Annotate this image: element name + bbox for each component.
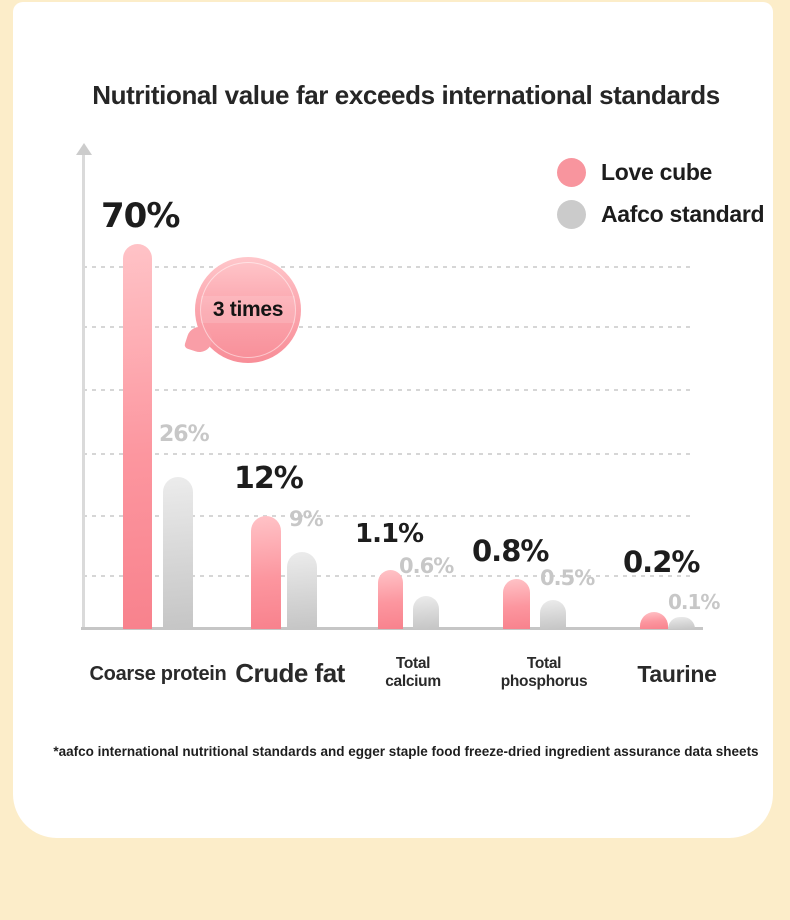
category-label-taurine: Taurine	[637, 661, 717, 687]
value-label-love-cube-crude-fat: 12%	[234, 461, 304, 496]
legend-label-aafco-standard: Aafco standard	[601, 201, 765, 227]
bar-love-cube-crude-fat	[251, 516, 281, 629]
value-label-aafco-standard-crude-fat: 9%	[289, 507, 324, 531]
value-label-aafco-standard-total-calcium: 0.6%	[399, 554, 454, 578]
category-label-total-phosphorus: Total phosphorus	[500, 655, 588, 691]
value-label-love-cube-total-phosphorus: 0.8%	[472, 534, 549, 568]
category-label-total-calcium: Total calcium	[385, 655, 441, 691]
gridline	[83, 453, 693, 455]
value-label-love-cube-taurine: 0.2%	[623, 545, 700, 579]
category-label-coarse-protein: Coarse protein	[89, 663, 227, 685]
gridline	[83, 389, 693, 391]
gridline	[83, 515, 693, 517]
bar-aafco-standard-total-phosphorus	[540, 600, 566, 629]
three-times-badge: 3 times	[183, 257, 301, 363]
gridline	[83, 326, 693, 328]
value-label-love-cube-total-calcium: 1.1%	[355, 519, 424, 549]
bar-aafco-standard-total-calcium	[413, 596, 439, 629]
gridline	[83, 266, 693, 268]
bar-aafco-standard-crude-fat	[287, 552, 317, 629]
bar-aafco-standard-coarse-protein	[163, 477, 193, 629]
y-axis	[82, 154, 85, 630]
bar-love-cube-coarse-protein	[123, 244, 152, 629]
bar-aafco-standard-taurine	[668, 617, 695, 629]
footnote: *aafco international nutritional standar…	[53, 744, 759, 759]
legend-label-love-cube: Love cube	[601, 159, 713, 185]
three-times-label: 3 times	[212, 298, 284, 321]
legend-swatch-gray-icon	[557, 200, 586, 229]
legend-item-aafco-standard: Aafco standard	[557, 200, 765, 229]
legend-item-love-cube: Love cube	[557, 158, 764, 187]
bar-love-cube-total-phosphorus	[503, 579, 530, 629]
bar-love-cube-total-calcium	[378, 570, 403, 629]
legend: Love cube Aafco standard	[557, 158, 765, 229]
bubble-ring	[200, 262, 296, 358]
value-label-aafco-standard-coarse-protein: 26%	[159, 422, 210, 447]
y-axis-arrow-icon	[76, 143, 92, 155]
category-label-crude-fat: Crude fat	[235, 658, 345, 688]
page-title: Nutritional value far exceeds internatio…	[92, 80, 720, 110]
value-label-aafco-standard-total-phosphorus: 0.5%	[540, 566, 595, 590]
legend-swatch-pink-icon	[557, 158, 586, 187]
bar-love-cube-taurine	[640, 612, 668, 629]
content-card: Nutritional value far exceeds internatio…	[13, 2, 773, 838]
value-label-love-cube-coarse-protein: 70%	[101, 196, 180, 236]
value-label-aafco-standard-taurine: 0.1%	[668, 590, 720, 614]
